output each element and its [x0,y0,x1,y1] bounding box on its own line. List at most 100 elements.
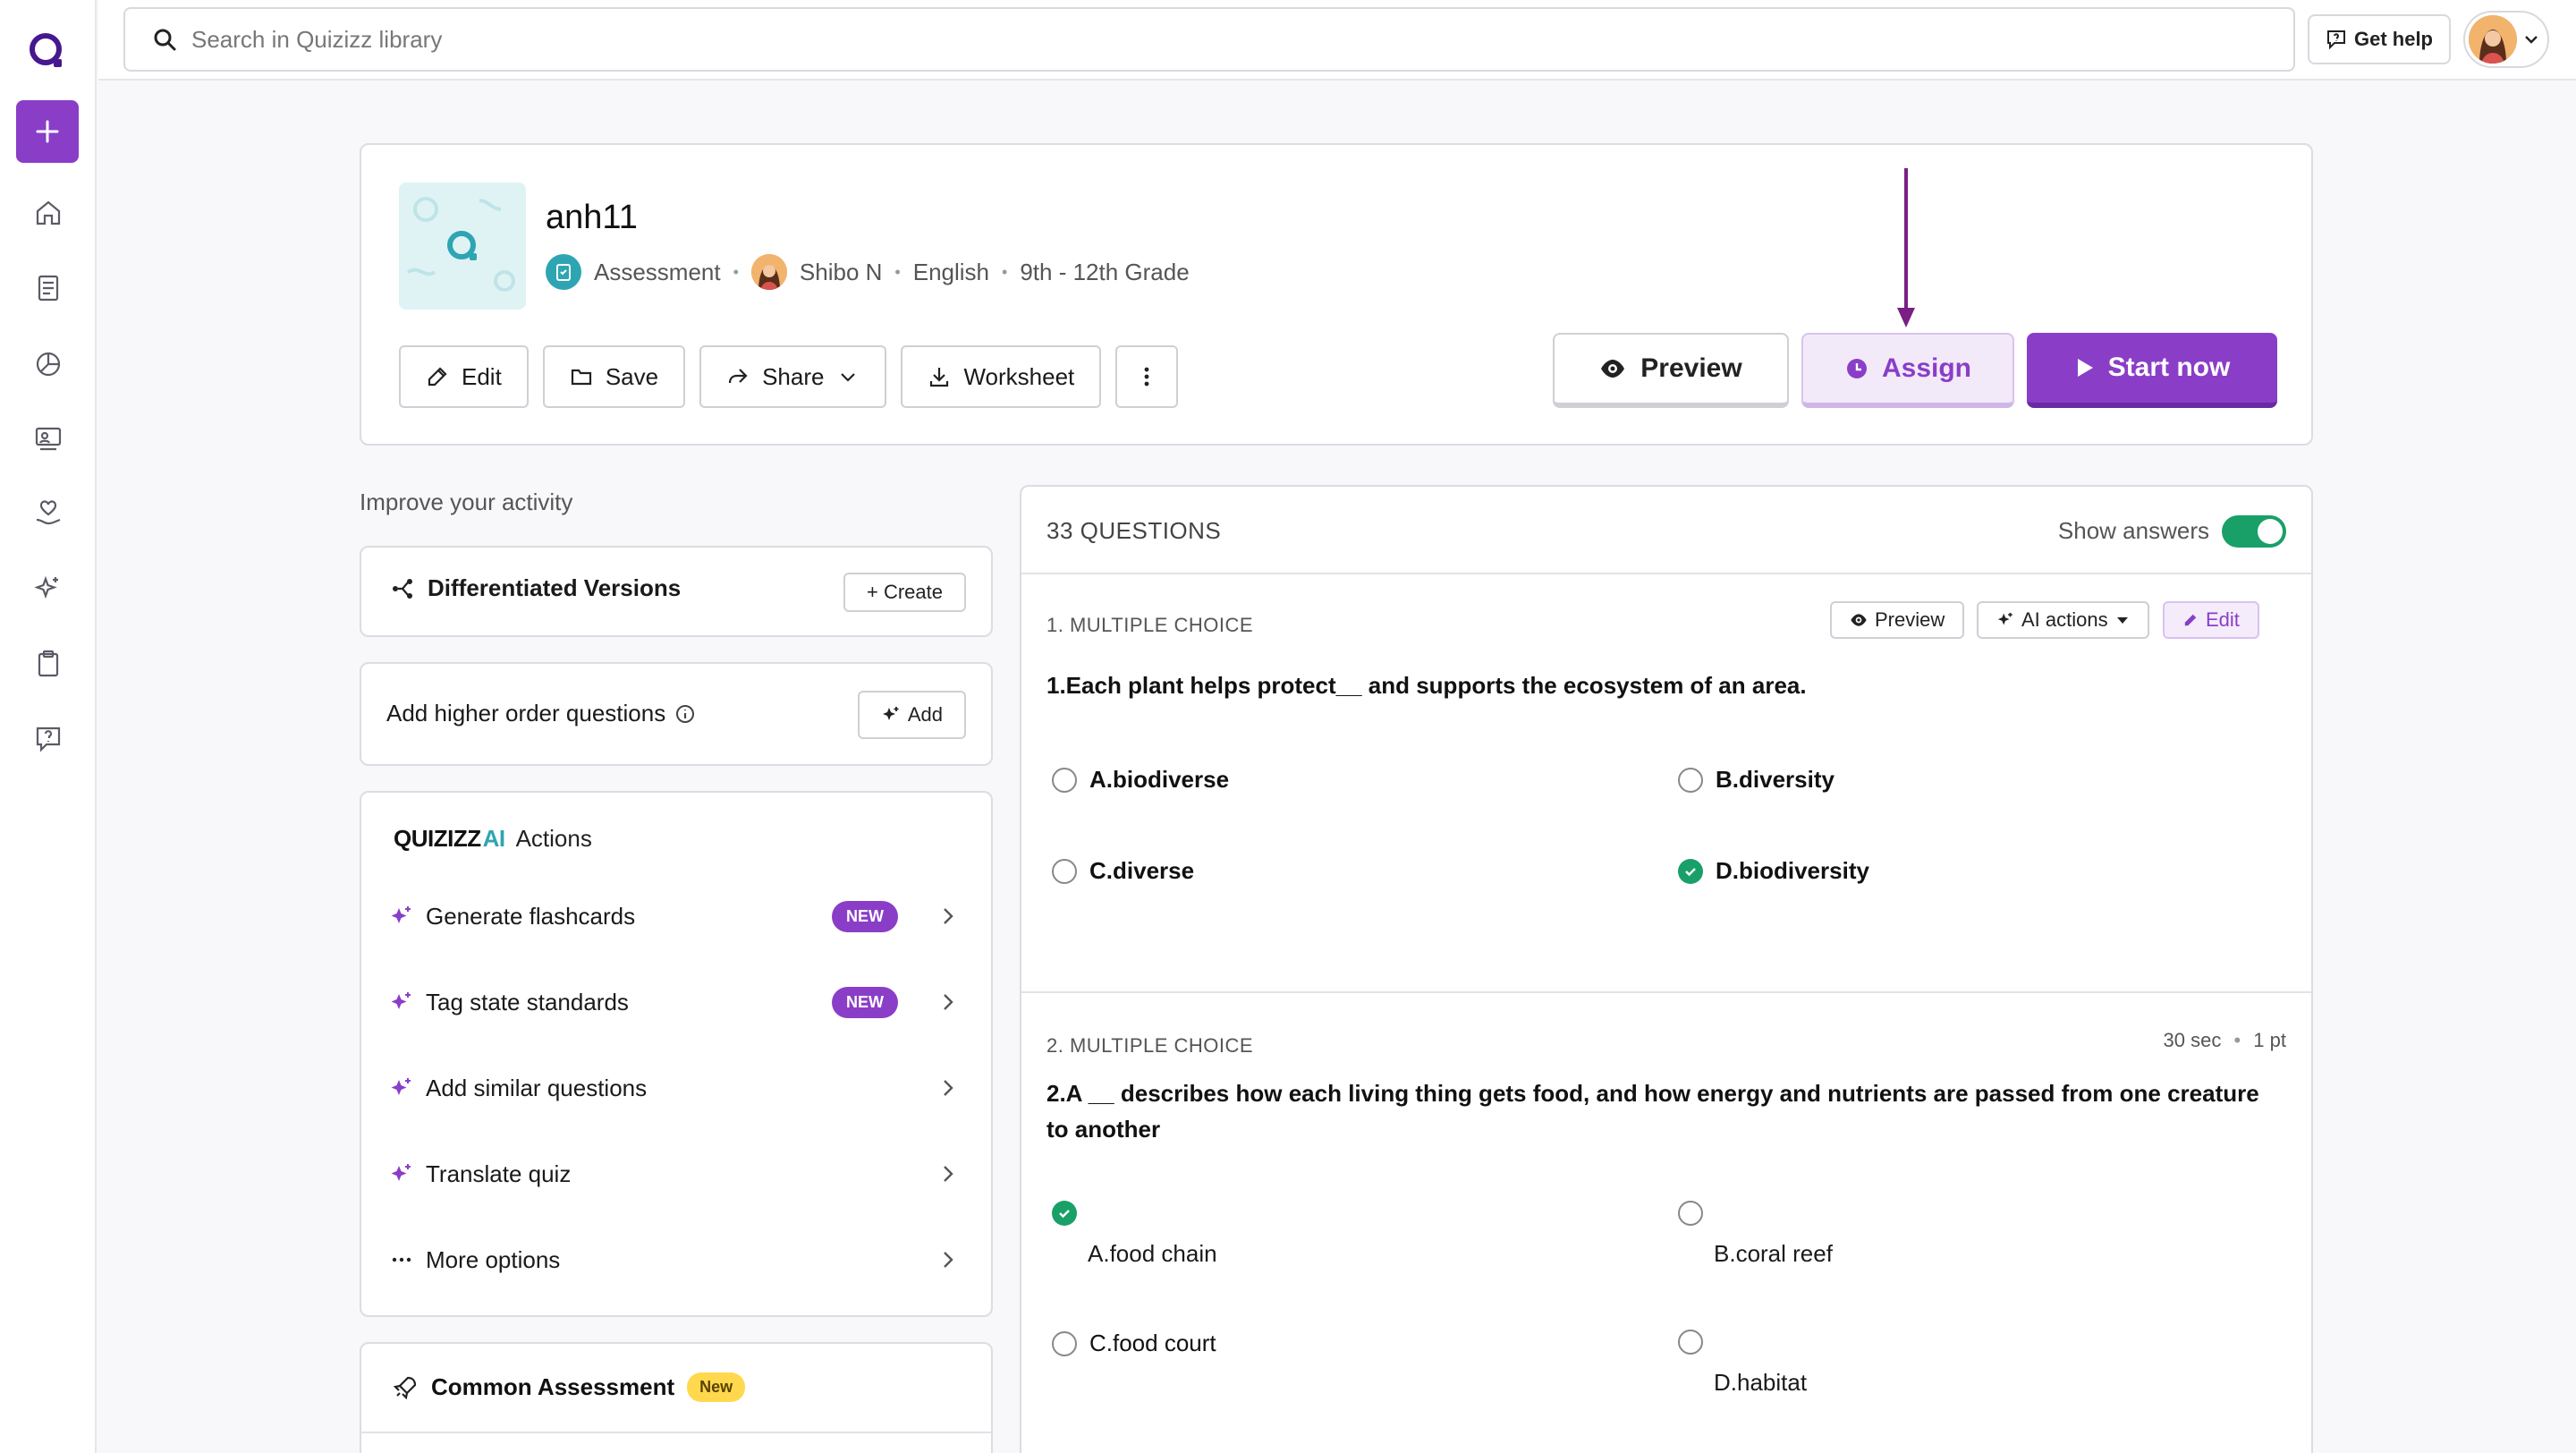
author-avatar [750,254,787,290]
quiz-meta: Assessment • Shibo N • English • 9th - 1… [546,252,1190,292]
ai-action-translate-quiz[interactable]: Translate quiz [390,1147,970,1201]
question-time: 30 sec [2163,1029,2222,1051]
user-menu[interactable] [2463,11,2549,68]
get-help-button[interactable]: Get help [2308,14,2451,64]
separator-dot: • [733,262,739,281]
branch-icon [393,578,412,599]
ai-action-tag-state-standards[interactable]: Tag state standards NEW [390,975,970,1029]
radio-unchecked-icon [1678,1330,1703,1355]
quiz-author[interactable]: Shibo N [799,258,883,285]
edit-button[interactable]: Edit [399,345,529,408]
create-version-button[interactable]: + Create [843,573,966,612]
eye-icon [1851,614,1867,626]
ai-action-generate-flashcards[interactable]: Generate flashcards NEW [390,889,970,943]
save-button[interactable]: Save [542,345,686,408]
quizizz-brand-text: QUIZIZZ [394,825,481,852]
start-now-button[interactable]: Start now [2027,333,2277,408]
avatar [2469,15,2517,64]
answer-option: C.food court [1052,1330,1216,1357]
quiz-actions-toolbar: Edit Save Share Worksheet [399,345,1179,408]
ai-actions-card: QUIZIZZAI Actions Generate flashcards NE… [360,791,993,1317]
question-card: 1. MULTIPLE CHOICE Preview AI actions Ed… [1021,574,2311,993]
top-bar: Get help [98,0,2576,81]
question-text: 2.A __ describes how each living thing g… [1046,1080,2259,1143]
add-higher-order-button[interactable]: Add [857,691,966,739]
eye-icon [1601,360,1625,378]
correct-check-icon [1678,858,1703,884]
ai-sparkle-icon[interactable] [32,573,64,605]
search-box[interactable] [123,7,2295,72]
show-answers-label: Show answers [2057,517,2209,544]
rocket-icon [393,1376,417,1399]
ai-brand-text: AI [482,825,506,852]
chevron-right-icon [937,991,959,1013]
play-icon [2077,359,2093,377]
divider [361,1432,991,1433]
separator-dot: • [2233,1029,2241,1051]
chevron-right-icon [937,905,959,927]
new-badge: NEW [832,986,898,1018]
more-options-button[interactable] [1115,345,1179,408]
ai-sparkle-icon [391,1164,411,1181]
answer-option-correct: A.food chain [1052,1201,1217,1267]
correct-check-icon [1052,1201,1077,1226]
home-icon[interactable] [32,197,64,229]
question-edit-label: Edit [2206,608,2240,631]
radio-unchecked-icon [1678,767,1703,793]
option-label: D.habitat [1714,1369,1808,1396]
download-icon [930,368,949,387]
search-input[interactable] [191,25,2159,54]
option-label: C.food court [1089,1330,1216,1356]
question-ai-actions-button[interactable]: AI actions [1977,601,2149,639]
answer-option: B.coral reef [1678,1201,1833,1267]
get-help-label: Get help [2353,28,2433,50]
kebab-menu-icon [1144,367,1149,387]
question-type: 1. MULTIPLE CHOICE [1046,614,1254,636]
quizizz-logo-icon[interactable] [27,30,68,72]
questions-count: 33 QUESTIONS [1046,517,1222,544]
questions-panel: 33 QUESTIONS Show answers 1. MULTIPLE CH… [1020,485,2313,1453]
chevron-right-icon [937,1163,959,1185]
option-label: B.coral reef [1714,1240,1833,1267]
classes-icon[interactable] [32,422,64,455]
assign-label: Assign [1881,353,1972,383]
folder-icon [571,369,591,386]
library-icon[interactable] [32,272,64,304]
separator-dot: • [1002,262,1008,281]
question-preview-button[interactable]: Preview [1830,601,1965,639]
assign-button[interactable]: Assign [1801,333,2014,408]
add-label: Add [907,703,943,726]
ai-sparkle-icon [391,992,411,1009]
share-label: Share [762,362,825,390]
ai-action-add-similar-questions[interactable]: Add similar questions [390,1061,970,1115]
common-assessment-card[interactable]: Common Assessment New [360,1342,993,1453]
help-chat-icon[interactable] [32,723,64,755]
chevron-right-icon [937,1249,959,1270]
ai-action-more-options[interactable]: More options [390,1233,970,1287]
info-icon[interactable] [674,703,696,725]
accommodations-icon[interactable] [32,497,64,530]
ai-action-label: Translate quiz [426,1160,572,1187]
quizizz-brand: QUIZIZZAI [394,825,505,853]
ai-sparkle-icon [391,1078,411,1095]
new-badge: New [687,1372,746,1402]
show-answers-toggle[interactable] [2222,515,2286,548]
create-button[interactable] [16,100,79,163]
radio-unchecked-icon [1052,1330,1077,1356]
worksheet-button[interactable]: Worksheet [901,345,1102,408]
higher-order-label: Add higher order questions [386,700,666,726]
higher-order-questions-card: Add higher order questions Add [360,662,993,766]
answer-option: C.diverse [1052,857,1194,885]
question-edit-button[interactable]: Edit [2163,601,2259,639]
clipboard-icon[interactable] [32,648,64,680]
reports-icon[interactable] [32,347,64,379]
preview-button[interactable]: Preview [1553,333,1789,408]
answer-option-correct: D.biodiversity [1678,857,1869,885]
option-label: C.diverse [1089,857,1195,884]
question-ai-actions-label: AI actions [2021,608,2108,631]
radio-unchecked-icon [1052,858,1077,884]
share-button[interactable]: Share [699,345,887,408]
differentiated-versions-card: Differentiated Versions + Create [360,546,993,637]
ai-action-label: Add similar questions [426,1074,648,1101]
improve-activity-heading: Improve your activity [360,489,573,515]
